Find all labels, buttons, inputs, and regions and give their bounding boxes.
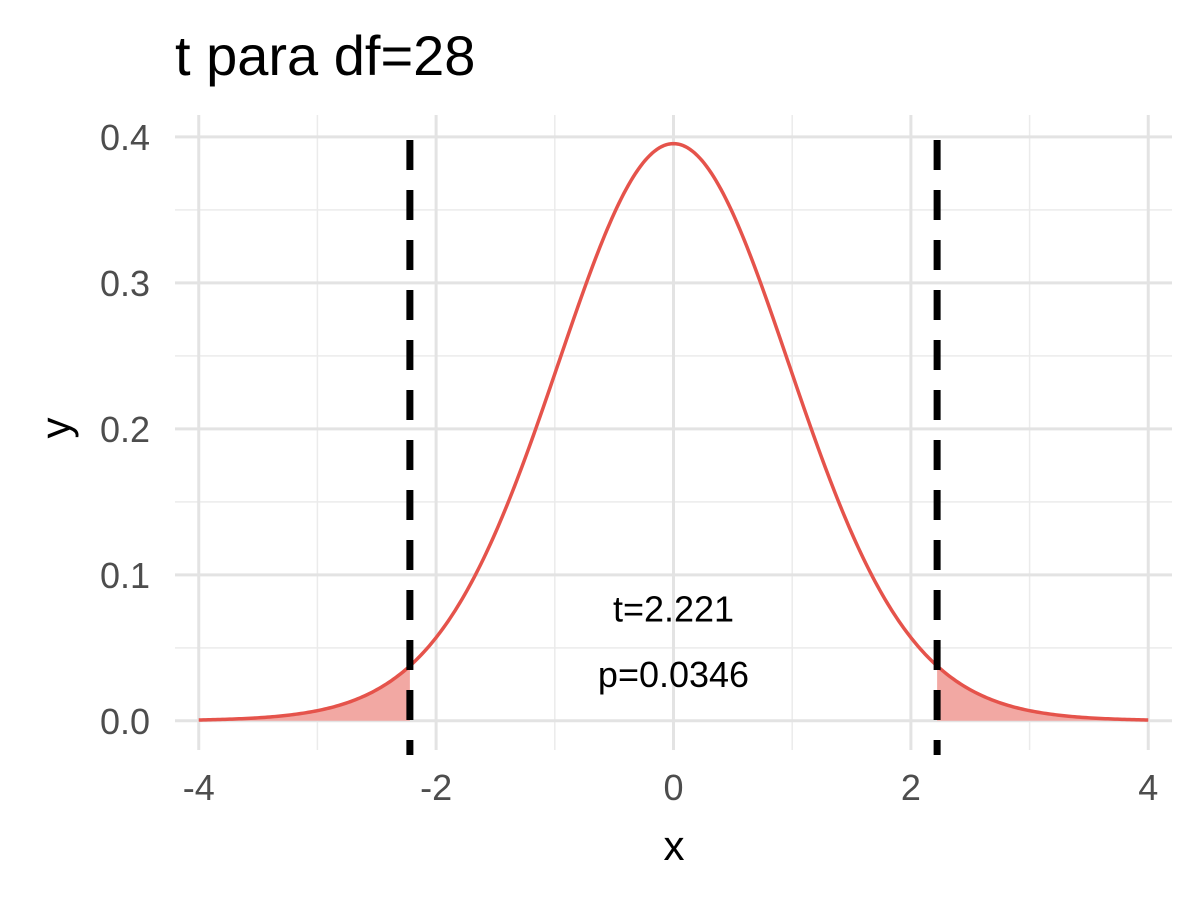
annotations: t=2.221 p=0.0346 [598, 589, 749, 696]
x-tick-label: -4 [183, 767, 215, 808]
chart-title: t para df=28 [175, 24, 475, 87]
density-curve [198, 141, 1149, 722]
shaded-tail-left [198, 665, 410, 721]
annotation-0: t=2.221 [613, 589, 734, 630]
critical-lines [406, 140, 941, 755]
x-tick-label: 4 [1138, 767, 1158, 808]
y-axis-ticks: 0.0 0.1 0.2 0.3 0.4 [100, 117, 150, 742]
y-axis-title: y [32, 418, 79, 439]
x-axis-ticks: -4 -2 0 2 4 [183, 767, 1159, 808]
density-curve-line [198, 141, 1149, 722]
annotation-1: p=0.0346 [598, 654, 749, 695]
y-tick-label: 0.3 [100, 263, 150, 304]
y-tick-label: 0.4 [100, 117, 150, 158]
x-axis-title: x [664, 822, 685, 869]
x-tick-label: 0 [663, 767, 683, 808]
x-tick-label: -2 [420, 767, 452, 808]
y-tick-label: 0.1 [100, 555, 150, 596]
y-tick-label: 0.0 [100, 701, 150, 742]
shaded-tail-right [937, 665, 1149, 721]
shaded-tails [198, 665, 1149, 721]
y-tick-label: 0.2 [100, 409, 150, 450]
x-tick-label: 2 [901, 767, 921, 808]
